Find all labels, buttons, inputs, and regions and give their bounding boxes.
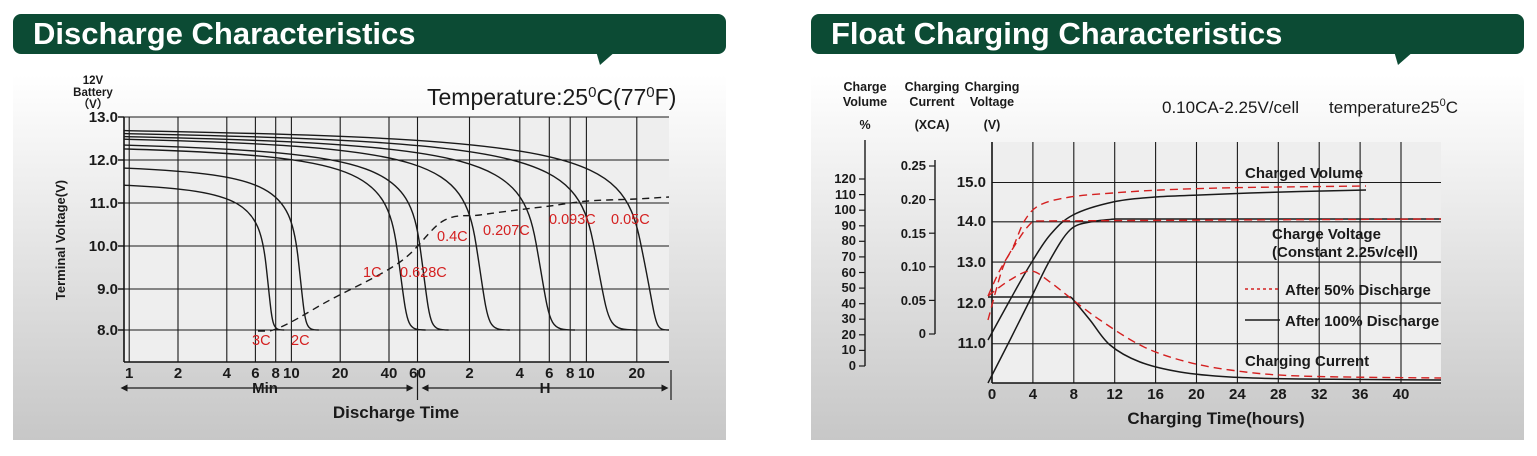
svg-text:13.0: 13.0 xyxy=(89,109,118,126)
svg-text:Voltage: Voltage xyxy=(970,95,1014,109)
svg-text:80: 80 xyxy=(842,233,856,248)
svg-text:0.15: 0.15 xyxy=(901,226,926,241)
svg-text:14.0: 14.0 xyxy=(957,213,986,230)
svg-text:After 50% Discharge: After 50% Discharge xyxy=(1285,282,1431,299)
svg-text:24: 24 xyxy=(1229,386,1246,403)
svg-text:20: 20 xyxy=(332,365,349,382)
svg-text:30: 30 xyxy=(842,311,856,326)
svg-text:Charged Volume: Charged Volume xyxy=(1245,165,1363,182)
svg-text:Charge: Charge xyxy=(843,80,886,94)
svg-text:8: 8 xyxy=(1070,386,1078,403)
svg-text:0: 0 xyxy=(919,326,926,341)
svg-text:20: 20 xyxy=(842,327,856,342)
svg-text:H: H xyxy=(540,380,551,397)
svg-text:Charging Time(hours): Charging Time(hours) xyxy=(1127,409,1304,428)
svg-text:0: 0 xyxy=(849,358,856,373)
svg-text:16: 16 xyxy=(1147,386,1164,403)
svg-text:9.0: 9.0 xyxy=(97,281,118,298)
svg-text:15.0: 15.0 xyxy=(957,174,986,191)
svg-text:10: 10 xyxy=(842,342,856,357)
svg-text:2C: 2C xyxy=(291,333,310,349)
svg-text:12: 12 xyxy=(1106,386,1123,403)
svg-text:0.05: 0.05 xyxy=(901,293,926,308)
svg-text:10: 10 xyxy=(283,365,300,382)
svg-text:12.0: 12.0 xyxy=(957,295,986,312)
svg-text:100: 100 xyxy=(834,202,856,217)
svg-text:36: 36 xyxy=(1352,386,1369,403)
svg-text:0.093C: 0.093C xyxy=(549,212,596,228)
svg-text:12V: 12V xyxy=(83,75,104,87)
svg-text:Min: Min xyxy=(252,380,278,397)
svg-text:0: 0 xyxy=(988,386,996,403)
svg-text:4: 4 xyxy=(516,365,525,382)
svg-text:10.0: 10.0 xyxy=(89,238,118,255)
svg-text:70: 70 xyxy=(842,249,856,264)
svg-text:4: 4 xyxy=(223,365,232,382)
svg-text:11.0: 11.0 xyxy=(958,335,986,352)
svg-text:(Constant 2.25v/cell): (Constant 2.25v/cell) xyxy=(1272,244,1418,261)
svg-text:20: 20 xyxy=(1188,386,1205,403)
svg-text:0.10: 0.10 xyxy=(901,259,926,274)
svg-text:2: 2 xyxy=(465,365,473,382)
svg-text:1C: 1C xyxy=(363,265,382,281)
svg-text:8.0: 8.0 xyxy=(97,322,118,339)
svg-text:Temperature:250C(770F): Temperature:250C(770F) xyxy=(427,84,676,110)
svg-text:10: 10 xyxy=(578,365,595,382)
svg-text:12.0: 12.0 xyxy=(89,152,118,169)
svg-text:0.4C: 0.4C xyxy=(437,229,468,245)
svg-text:0.05C: 0.05C xyxy=(611,212,650,228)
svg-text:After 100% Discharge: After 100% Discharge xyxy=(1285,313,1439,330)
svg-text:60: 60 xyxy=(842,265,856,280)
svg-text:40: 40 xyxy=(1393,386,1410,403)
svg-text:50: 50 xyxy=(842,280,856,295)
svg-text:Charging: Charging xyxy=(965,80,1020,94)
svg-text:13.0: 13.0 xyxy=(957,254,986,271)
svg-text:%: % xyxy=(859,118,870,132)
svg-text:(XCA): (XCA) xyxy=(915,118,950,132)
svg-text:Discharge Time: Discharge Time xyxy=(333,403,459,422)
svg-text:Volume: Volume xyxy=(843,95,887,109)
svg-text:Charging: Charging xyxy=(905,80,960,94)
svg-text:0.25: 0.25 xyxy=(901,158,926,173)
svg-text:8: 8 xyxy=(566,365,574,382)
svg-text:90: 90 xyxy=(842,218,856,233)
svg-text:2: 2 xyxy=(174,365,182,382)
svg-text:40: 40 xyxy=(842,296,856,311)
svg-text:Terminal Voltage(V): Terminal Voltage(V) xyxy=(53,180,68,300)
svg-text:Current: Current xyxy=(909,95,955,109)
svg-text:32: 32 xyxy=(1311,386,1328,403)
svg-text:110: 110 xyxy=(835,187,856,202)
svg-text:4: 4 xyxy=(1029,386,1038,403)
svg-text:Battery: Battery xyxy=(73,87,113,99)
svg-text:(V): (V) xyxy=(984,118,1001,132)
svg-text:40: 40 xyxy=(381,365,398,382)
svg-text:Charge Voltage: Charge Voltage xyxy=(1272,226,1381,243)
svg-text:28: 28 xyxy=(1270,386,1287,403)
svg-text:0.207C: 0.207C xyxy=(483,223,530,239)
svg-text:1: 1 xyxy=(125,365,133,382)
svg-text:3C: 3C xyxy=(252,333,271,349)
svg-text:（V）: （V） xyxy=(78,97,109,111)
svg-text:20: 20 xyxy=(628,365,645,382)
svg-text:0.20: 0.20 xyxy=(901,192,926,207)
svg-text:11.0: 11.0 xyxy=(90,195,118,212)
svg-text:120: 120 xyxy=(834,171,856,186)
svg-text:Charging Current: Charging Current xyxy=(1245,353,1369,370)
svg-text:0.628C: 0.628C xyxy=(400,265,447,281)
